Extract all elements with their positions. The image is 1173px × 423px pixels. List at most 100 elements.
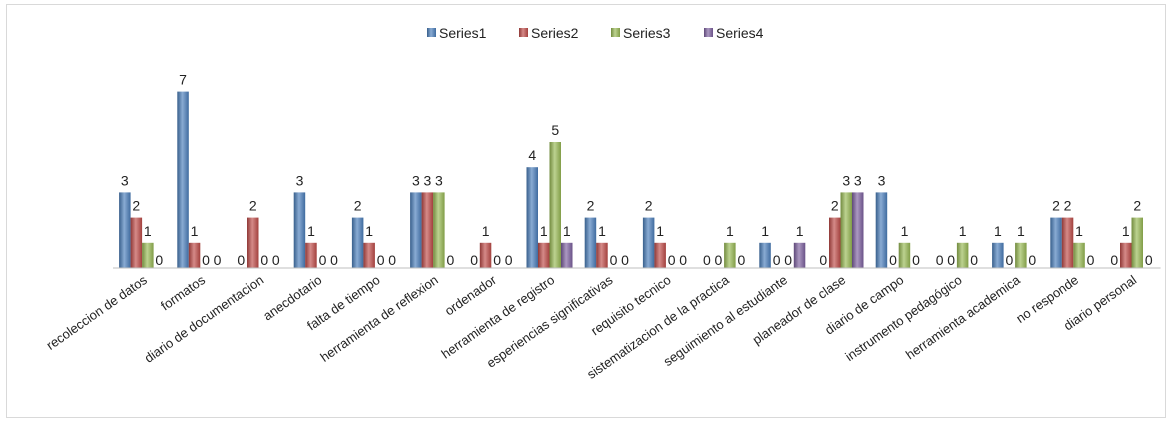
data-label-series3-12: 3 [842,172,850,188]
data-label-series1-14: 0 [936,252,944,268]
data-label-series1-13: 3 [878,172,886,188]
bar-series1-9 [642,217,655,268]
data-label-series3-0: 1 [144,223,152,239]
legend-label-series3: Series3 [623,25,671,41]
data-label-series4-2: 0 [272,252,280,268]
data-label-series3-3: 0 [319,252,327,268]
bar-series4-12 [852,192,864,268]
data-label-series4-13: 0 [912,252,920,268]
bar-series2-8 [596,242,608,268]
data-label-series2-15: 0 [1006,252,1014,268]
legend-swatch-series4 [704,28,713,37]
data-label-series1-7: 4 [528,147,536,163]
data-label-series4-15: 0 [1028,252,1036,268]
bars [119,91,1143,268]
legend-swatch-series3 [611,28,620,37]
bar-series1-5 [410,192,422,268]
data-label-series4-0: 0 [155,252,163,268]
data-label-series3-16: 1 [1075,223,1083,239]
data-label-series2-17: 1 [1122,223,1130,239]
data-label-series1-6: 0 [470,252,478,268]
bar-series3-16 [1073,242,1085,268]
data-label-series2-2: 2 [249,198,257,214]
data-label-series2-3: 1 [307,223,315,239]
bar-series1-15 [992,242,1004,268]
data-label-series4-17: 0 [1145,252,1153,268]
bar-series1-1 [177,91,189,268]
data-label-series2-6: 1 [482,223,490,239]
data-label-series4-6: 0 [505,252,513,268]
data-label-series2-4: 1 [365,223,373,239]
bar-series1-0 [119,192,131,268]
bar-series2-12 [829,217,841,268]
data-label-series2-7: 1 [540,223,548,239]
data-label-series3-15: 1 [1017,223,1025,239]
data-label-series4-5: 0 [447,252,455,268]
bar-series2-3 [305,242,317,268]
data-label-series4-14: 0 [970,252,978,268]
category-label-0: recoleccion de datos [44,272,151,353]
data-label-series1-17: 0 [1110,252,1118,268]
legend-label-series4: Series4 [716,25,764,41]
data-label-series2-16: 2 [1064,198,1072,214]
data-label-series3-1: 0 [202,252,210,268]
data-label-series1-8: 2 [587,198,595,214]
bar-series3-10 [724,242,736,268]
data-label-series1-10: 0 [703,252,711,268]
data-label-series2-14: 0 [947,252,955,268]
legend-swatch-series1 [427,28,436,37]
data-label-series1-5: 3 [412,172,420,188]
bar-series3-15 [1015,242,1027,268]
data-label-series2-1: 1 [191,223,199,239]
data-label-series1-3: 3 [296,172,304,188]
data-label-series3-14: 1 [959,223,967,239]
data-label-series3-5: 3 [435,172,443,188]
data-label-series4-12: 3 [854,172,862,188]
data-label-series1-12: 0 [819,252,827,268]
bar-series2-0 [130,217,143,268]
bar-series3-5 [433,192,445,268]
bar-series1-13 [875,192,888,268]
bar-series3-14 [956,242,969,268]
data-label-series1-4: 2 [354,198,362,214]
data-label-series2-0: 2 [132,198,140,214]
bar-series2-9 [654,242,666,268]
bar-series2-7 [538,242,550,268]
category-label-1: formatos [158,272,208,314]
data-label-series3-9: 0 [668,252,676,268]
bar-series1-8 [584,217,597,268]
data-label-series2-10: 0 [715,252,723,268]
bar-series4-11 [793,242,806,268]
data-label-series3-8: 0 [610,252,618,268]
data-label-series3-13: 1 [901,223,909,239]
data-label-series4-16: 0 [1087,252,1095,268]
data-label-series1-9: 2 [645,198,653,214]
data-label-series2-13: 0 [889,252,897,268]
bar-series2-6 [479,242,492,268]
data-label-series2-9: 1 [656,223,664,239]
data-label-series4-3: 0 [330,252,338,268]
data-label-series1-2: 0 [237,252,245,268]
legend-swatch-series2 [519,28,528,37]
data-label-series3-2: 0 [260,252,268,268]
legend: Series1 Series2 Series3 Series4 [427,25,764,41]
bar-series1-3 [293,192,306,268]
bar-series2-1 [188,242,201,268]
bar-series3-12 [840,192,852,268]
data-label-series1-1: 7 [179,72,187,88]
data-label-series3-10: 1 [726,223,734,239]
bar-series2-4 [363,242,375,268]
data-label-series3-7: 5 [551,122,559,138]
data-label-series4-8: 0 [621,252,629,268]
bar-series2-16 [1061,217,1074,268]
bar-series3-17 [1131,217,1143,268]
data-label-series3-6: 0 [493,252,501,268]
legend-label-series1: Series1 [439,25,487,41]
bar-series4-7 [561,242,573,268]
bar-series1-16 [1050,217,1062,268]
bar-series3-0 [142,242,154,268]
data-label-series4-10: 0 [738,252,746,268]
